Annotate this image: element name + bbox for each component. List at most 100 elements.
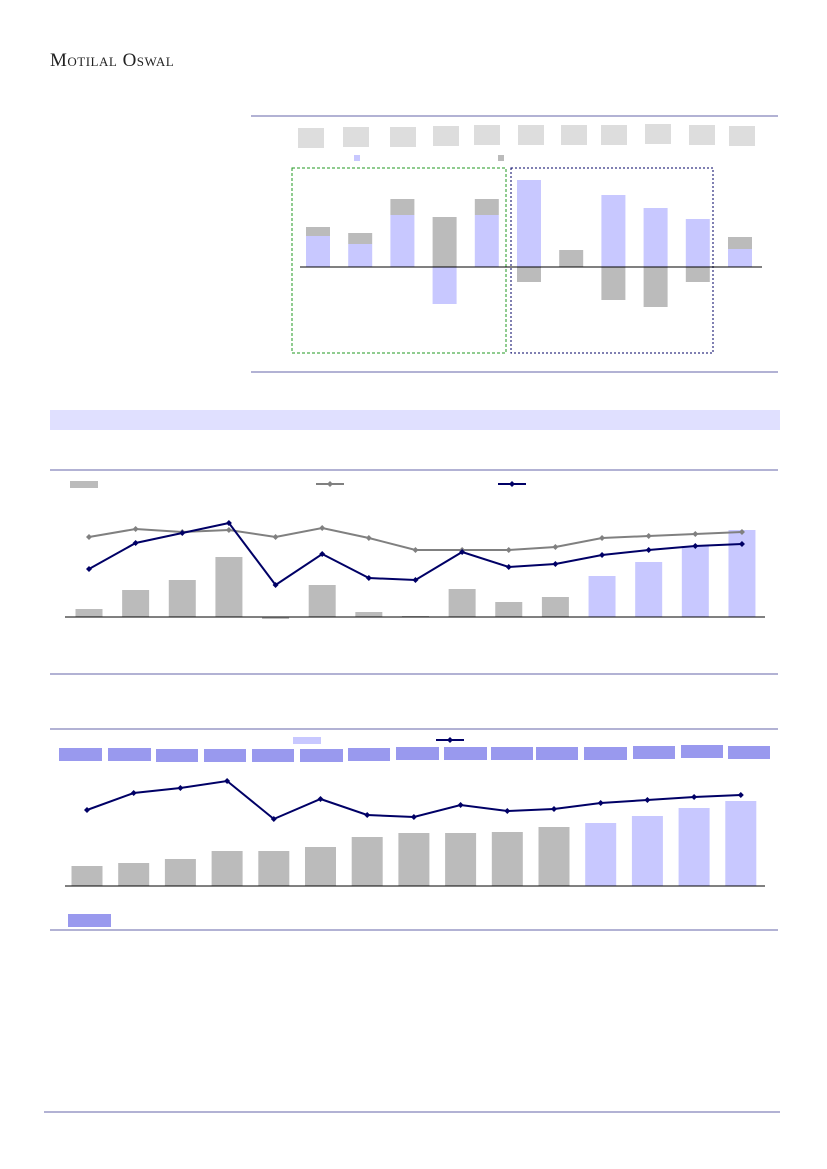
- bar: [601, 267, 626, 300]
- legend-marker: [327, 481, 333, 487]
- bar: [588, 576, 616, 617]
- line-marker: [738, 541, 745, 547]
- line-marker: [412, 547, 419, 553]
- line-marker: [505, 564, 512, 570]
- bar: [517, 267, 541, 282]
- line-marker: [552, 561, 559, 567]
- line-marker: [692, 531, 699, 537]
- legend-swatch: [498, 155, 504, 161]
- bar: [432, 217, 457, 267]
- bar: [728, 249, 752, 267]
- bar: [122, 590, 150, 617]
- bar: [474, 215, 499, 267]
- line-marker: [457, 802, 464, 808]
- legend-swatch: [70, 481, 98, 488]
- line-marker: [130, 790, 137, 796]
- highlight-box: [510, 167, 714, 354]
- line-marker: [644, 797, 651, 803]
- line: [86, 779, 741, 821]
- line-marker: [597, 800, 604, 806]
- line-marker: [551, 806, 557, 812]
- line-marker: [504, 808, 511, 814]
- bar: [308, 585, 336, 617]
- line-marker: [132, 526, 139, 532]
- bar: [601, 195, 626, 267]
- bar: [631, 816, 663, 886]
- line-marker: [179, 530, 186, 536]
- line-marker: [319, 525, 326, 531]
- line-marker: [459, 549, 466, 555]
- bar: [215, 557, 243, 617]
- bar: [517, 180, 541, 267]
- line-marker: [410, 814, 417, 820]
- bar: [538, 827, 570, 886]
- line-marker: [692, 543, 699, 549]
- bar: [432, 267, 457, 304]
- line-marker: [317, 796, 324, 802]
- bar: [585, 823, 617, 886]
- line-marker: [552, 544, 559, 550]
- bar: [351, 837, 383, 886]
- legend-marker: [509, 481, 515, 487]
- line-marker: [365, 535, 372, 541]
- line-marker: [412, 577, 419, 583]
- bar: [211, 851, 243, 886]
- bar: [541, 597, 569, 617]
- line-marker: [270, 816, 277, 822]
- line-marker: [319, 551, 326, 557]
- line-marker: [177, 785, 184, 791]
- line-marker: [599, 552, 606, 558]
- line-marker: [645, 547, 652, 553]
- legend-swatch: [293, 737, 321, 744]
- line-marker: [365, 575, 372, 581]
- bar: [258, 851, 290, 886]
- bar: [491, 832, 523, 886]
- line-marker: [225, 527, 232, 533]
- bar: [685, 267, 710, 282]
- line-marker: [86, 566, 92, 572]
- line-marker: [272, 534, 279, 540]
- line-marker: [86, 534, 92, 540]
- bar: [495, 602, 523, 617]
- bar: [448, 589, 476, 617]
- line-marker: [505, 547, 512, 553]
- bar: [306, 236, 330, 267]
- bar: [75, 609, 103, 617]
- footnote-box: [68, 914, 111, 927]
- bar: [685, 219, 710, 267]
- bar: [728, 237, 752, 249]
- bar: [355, 612, 383, 617]
- section-banner: [50, 410, 780, 430]
- line-marker: [364, 812, 371, 818]
- bar: [445, 833, 477, 886]
- bar: [118, 863, 150, 886]
- line-marker: [737, 792, 744, 798]
- bar: [262, 617, 290, 619]
- bar: [348, 233, 373, 244]
- line-marker: [691, 794, 698, 800]
- bar: [390, 199, 415, 215]
- line-marker: [132, 540, 139, 546]
- bar: [348, 244, 373, 267]
- bar: [305, 847, 336, 886]
- bar: [71, 866, 103, 886]
- bar: [643, 267, 668, 307]
- bar: [390, 215, 415, 267]
- brand: Motilal Oswal: [50, 50, 174, 71]
- line-marker: [225, 520, 232, 526]
- bar: [474, 199, 499, 215]
- line-marker: [645, 533, 652, 539]
- line-marker: [84, 807, 90, 813]
- bar: [164, 859, 196, 886]
- line-marker: [224, 778, 231, 784]
- bar: [725, 801, 757, 886]
- bar: [678, 808, 710, 886]
- line-marker: [272, 582, 279, 588]
- line-marker: [599, 535, 606, 541]
- bar: [398, 833, 430, 886]
- bar: [559, 250, 584, 267]
- bar: [643, 208, 668, 267]
- bar: [168, 580, 196, 617]
- line-marker: [738, 529, 745, 535]
